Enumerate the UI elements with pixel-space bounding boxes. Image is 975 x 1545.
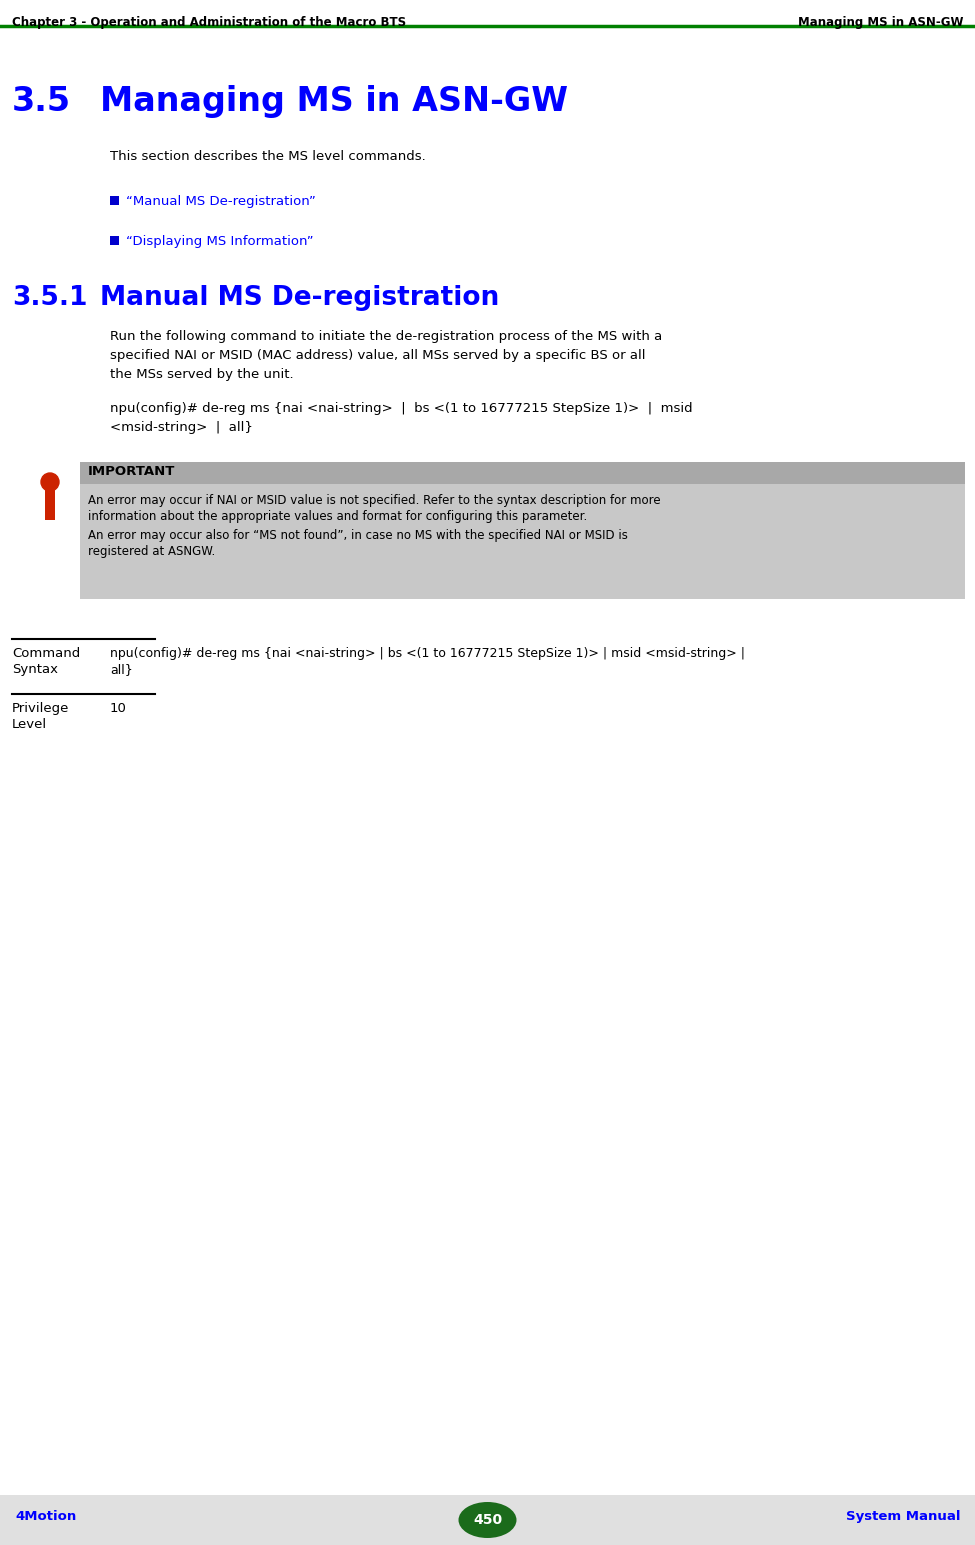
Text: “Displaying MS Information”: “Displaying MS Information” — [126, 235, 314, 249]
Text: all}: all} — [110, 663, 133, 677]
Bar — [110, 196, 119, 205]
Text: Level: Level — [12, 718, 47, 731]
Text: information about the appropriate values and format for configuring this paramet: information about the appropriate values… — [88, 510, 587, 524]
Text: Managing MS in ASN-GW: Managing MS in ASN-GW — [100, 85, 568, 117]
Ellipse shape — [458, 1502, 517, 1537]
Text: the MSs served by the unit.: the MSs served by the unit. — [110, 368, 293, 382]
Text: 450: 450 — [473, 1513, 502, 1526]
Text: Syntax: Syntax — [12, 663, 58, 677]
Circle shape — [41, 473, 59, 491]
Text: 3.5: 3.5 — [12, 85, 71, 117]
Text: An error may occur if NAI or MSID value is not specified. Refer to the syntax de: An error may occur if NAI or MSID value … — [88, 494, 661, 507]
Text: System Manual: System Manual — [845, 1509, 960, 1523]
Text: Run the following command to initiate the de-registration process of the MS with: Run the following command to initiate th… — [110, 331, 662, 343]
Text: 3.5.1: 3.5.1 — [12, 284, 88, 311]
Text: An error may occur also for “MS not found”, in case no MS with the specified NAI: An error may occur also for “MS not foun… — [88, 528, 628, 542]
Bar — [80, 484, 965, 599]
Text: npu(config)# de-reg ms {nai <nai-string>  |  bs <(1 to 16777215 StepSize 1)>  | : npu(config)# de-reg ms {nai <nai-string>… — [110, 402, 692, 416]
Text: registered at ASNGW.: registered at ASNGW. — [88, 545, 215, 558]
Text: Chapter 3 - Operation and Administration of the Macro BTS: Chapter 3 - Operation and Administration… — [12, 15, 407, 29]
Text: Managing MS in ASN-GW: Managing MS in ASN-GW — [798, 15, 963, 29]
Text: <msid-string>  |  all}: <msid-string> | all} — [110, 420, 253, 434]
Text: 10: 10 — [110, 701, 127, 715]
Text: “Manual MS De-registration”: “Manual MS De-registration” — [126, 195, 316, 209]
Text: Privilege: Privilege — [12, 701, 69, 715]
Text: 4Motion: 4Motion — [15, 1509, 76, 1523]
Text: This section describes the MS level commands.: This section describes the MS level comm… — [110, 150, 426, 164]
Text: specified NAI or MSID (MAC address) value, all MSs served by a specific BS or al: specified NAI or MSID (MAC address) valu… — [110, 349, 645, 362]
Bar — [45, 490, 55, 521]
Text: npu(config)# de-reg ms {nai <nai-string> | bs <(1 to 16777215 StepSize 1)> | msi: npu(config)# de-reg ms {nai <nai-string>… — [110, 647, 745, 660]
Bar — [80, 462, 965, 484]
Bar — [110, 236, 119, 246]
Text: Manual MS De-registration: Manual MS De-registration — [100, 284, 499, 311]
Bar — [0, 1496, 975, 1545]
Text: Command: Command — [12, 647, 80, 660]
Text: IMPORTANT: IMPORTANT — [88, 465, 176, 477]
